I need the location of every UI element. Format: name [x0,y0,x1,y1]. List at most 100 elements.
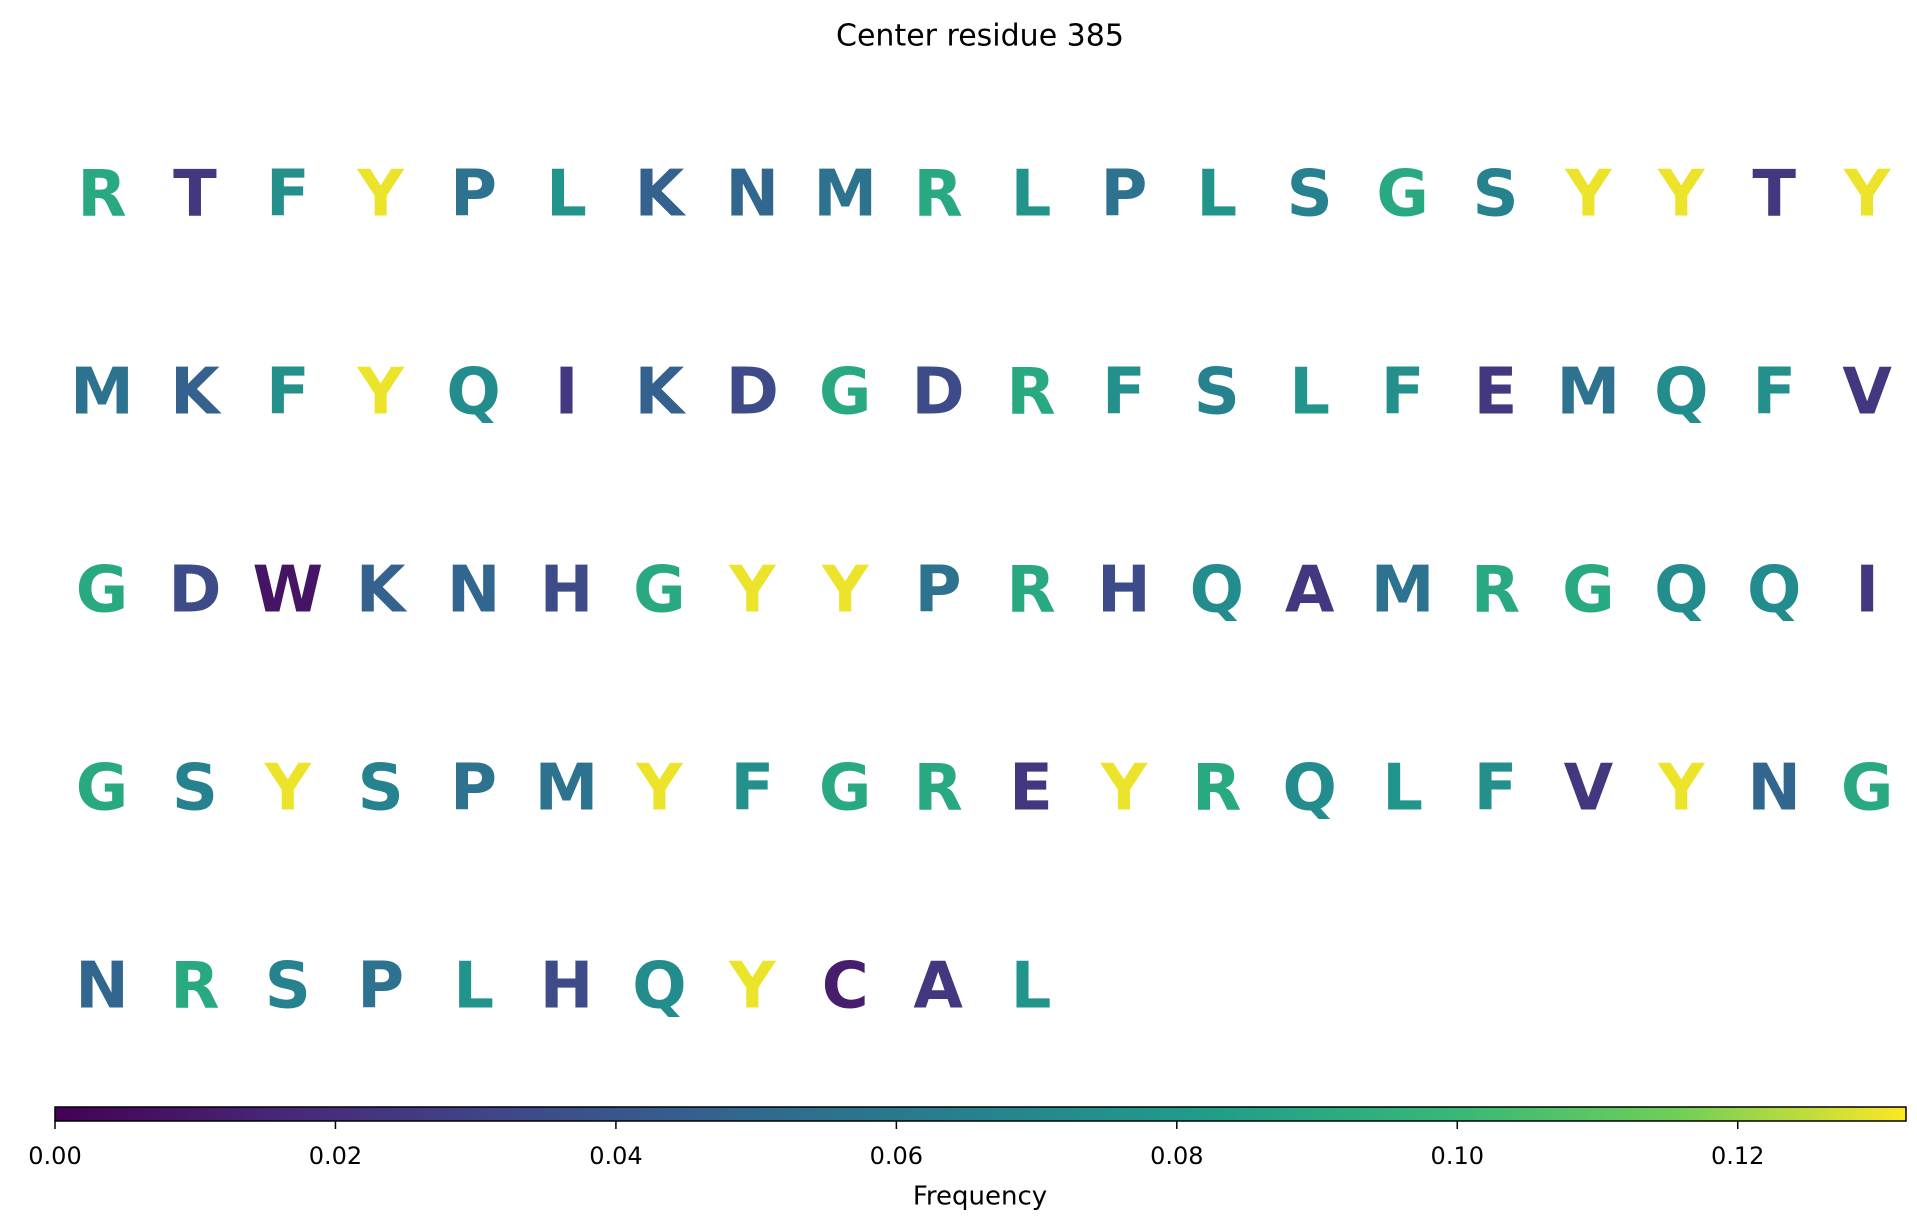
residue-letter: Q [1190,554,1244,628]
residue-letter: R [77,158,126,232]
residue-letter: R [1192,752,1241,826]
residue-letter: F [1102,356,1146,430]
residue-letter: Y [821,554,869,628]
residue-letter: N [1747,752,1801,826]
residue-letter: M [813,158,877,232]
residue-letter: P [450,158,497,232]
colorbar-tick-label: 0.02 [309,1142,362,1170]
residue-letter: Q [1282,752,1336,826]
residue-letter: Y [1657,752,1705,826]
residue-letter: T [173,158,217,232]
residue-letter: I [1855,554,1879,628]
residue-letter: Y [1843,158,1891,232]
residue-letter: G [819,752,872,826]
residue-letter: L [453,950,494,1024]
residue-letter: S [265,950,311,1024]
residue-letter: Y [728,554,776,628]
residue-letter: Y [1100,752,1148,826]
residue-letter: R [1006,554,1055,628]
residue-letter: R [913,158,962,232]
colorbar-tick-label: 0.12 [1711,1142,1764,1170]
residue-letter: R [913,752,962,826]
residue-letter: S [1472,158,1518,232]
residue-letter: N [726,158,780,232]
residue-letter: D [912,356,965,430]
residue-letter: S [1287,158,1333,232]
residue-letter: N [75,950,129,1024]
residue-letter: A [913,950,963,1024]
residue-letter: G [76,554,129,628]
residue-letter: K [635,356,687,430]
residue-letter: M [535,752,599,826]
residue-letter: E [1009,752,1053,826]
residue-letter: Q [1654,554,1708,628]
residue-letter: F [730,752,774,826]
residue-letter: F [1381,356,1425,430]
residue-letter: G [819,356,872,430]
residue-letter: P [450,752,497,826]
residue-letter: F [1474,752,1518,826]
residue-letter: G [1376,158,1429,232]
residue-letter: H [1097,554,1151,628]
residue-letter: L [1011,950,1052,1024]
residue-letter: H [540,554,594,628]
residue-letter: M [1371,554,1435,628]
residue-letter: G [1841,752,1894,826]
residue-letter: M [1557,356,1621,430]
residue-letter: Y [728,950,776,1024]
colorbar-label: Frequency [913,1182,1047,1212]
residue-letter: S [358,752,404,826]
residue-letter: P [357,950,404,1024]
colorbar [54,1106,1907,1122]
residue-letter: P [1100,158,1147,232]
residue-letter: V [1842,356,1892,430]
residue-letter: D [726,356,779,430]
residue-letter: G [633,554,686,628]
residue-letter: K [356,554,408,628]
residue-letter: H [540,950,594,1024]
residue-letter: A [1285,554,1335,628]
residue-letter: Y [264,752,312,826]
residue-letter: E [1474,356,1518,430]
residue-letter: L [1289,356,1330,430]
residue-letter: F [1752,356,1796,430]
residue-letter: Y [1657,158,1705,232]
residue-letter: Y [357,356,405,430]
residue-letter: Q [446,356,500,430]
residue-letter: V [1564,752,1614,826]
residue-letter: Y [1564,158,1612,232]
residue-letter: Q [1654,356,1708,430]
residue-letter: L [1196,158,1237,232]
residue-letter: L [1011,158,1052,232]
residue-letter: M [70,356,134,430]
residue-letter: Q [1747,554,1801,628]
residue-letter: L [546,158,587,232]
residue-letter: S [172,752,218,826]
colorbar-tick-label: 0.06 [870,1142,923,1170]
residue-letter: D [168,554,221,628]
residue-letter: Y [357,158,405,232]
colorbar-tick-label: 0.04 [589,1142,642,1170]
residue-letter: L [1382,752,1423,826]
residue-letter: K [170,356,222,430]
colorbar-tick-label: 0.10 [1431,1142,1484,1170]
residue-letter: T [1752,158,1796,232]
residue-letter: Y [635,752,683,826]
residue-letter: G [76,752,129,826]
residue-letter: R [170,950,219,1024]
residue-letter: P [915,554,962,628]
chart-title: Center residue 385 [836,19,1124,54]
colorbar-tick-label: 0.00 [28,1142,81,1170]
residue-letter: F [266,158,310,232]
residue-letter: F [266,356,310,430]
colorbar-tick-label: 0.08 [1150,1142,1203,1170]
residue-letter: R [1006,356,1055,430]
residue-letter: N [447,554,501,628]
residue-letter: I [555,356,579,430]
residue-letter: Q [632,950,686,1024]
residue-letter: K [635,158,687,232]
residue-letter: R [1471,554,1520,628]
residue-letter: C [822,950,869,1024]
residue-letter: S [1194,356,1240,430]
